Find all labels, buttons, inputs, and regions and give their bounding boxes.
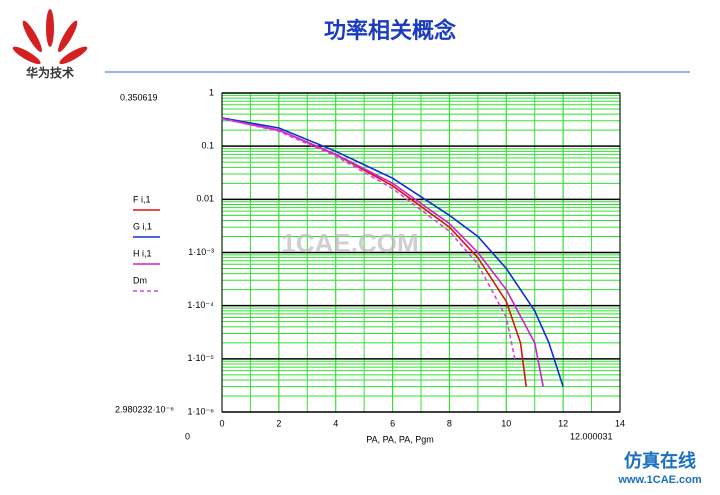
legend-label: G i,1 <box>133 221 152 231</box>
legend-label: H i,1 <box>133 248 152 258</box>
y-tick-label: 0.1 <box>201 141 214 151</box>
annotation: 2.980232·10⁻⁶ <box>115 404 174 414</box>
legend-label: Dm <box>133 275 147 285</box>
x-axis-label: PA, PA, PA, Pgm <box>366 434 434 444</box>
y-tick-label: 1·10⁻⁵ <box>188 353 215 363</box>
x-tick-label: 6 <box>390 418 395 428</box>
plot-border <box>221 92 621 413</box>
x-tick-label: 10 <box>501 418 511 428</box>
annotation: 0.350619 <box>120 92 158 102</box>
x-tick-label: 2 <box>276 418 281 428</box>
series-line <box>221 117 544 387</box>
watermark-cn: 仿真在线 <box>624 450 696 471</box>
series-line <box>221 117 564 387</box>
y-tick-label: 1·10⁻⁴ <box>187 300 214 310</box>
logo-text: 华为技术 <box>26 65 74 80</box>
watermark-url: www.1CAE.com <box>617 474 702 486</box>
watermark: 1CAE.COM <box>281 228 418 258</box>
x-tick-label: 0 <box>219 418 224 428</box>
annotation: 0 <box>185 431 190 441</box>
y-tick-label: 1·10⁻³ <box>188 247 214 257</box>
plot: 0 2 4 6 8 10 12 14 1 0.1 0.01 1·10⁻³ 1·10⁻⁴ 1·10⁻⁵ 1·1… <box>115 87 625 444</box>
y-tick-label: 0.01 <box>196 194 214 204</box>
x-tick-label: 8 <box>447 418 452 428</box>
annotation: 12.000031 <box>570 431 613 441</box>
y-tick-label: 1·10⁻⁶ <box>188 406 215 416</box>
x-tick-label: 14 <box>615 418 625 428</box>
logo <box>12 9 88 65</box>
x-tick-label: 4 <box>333 418 338 428</box>
series-line <box>221 117 516 359</box>
y-tick-label: 1 <box>209 87 214 97</box>
legend-label: F i,1 <box>133 194 151 204</box>
slide-title: 功率相关概念 <box>324 18 456 43</box>
x-tick-label: 12 <box>558 418 568 428</box>
